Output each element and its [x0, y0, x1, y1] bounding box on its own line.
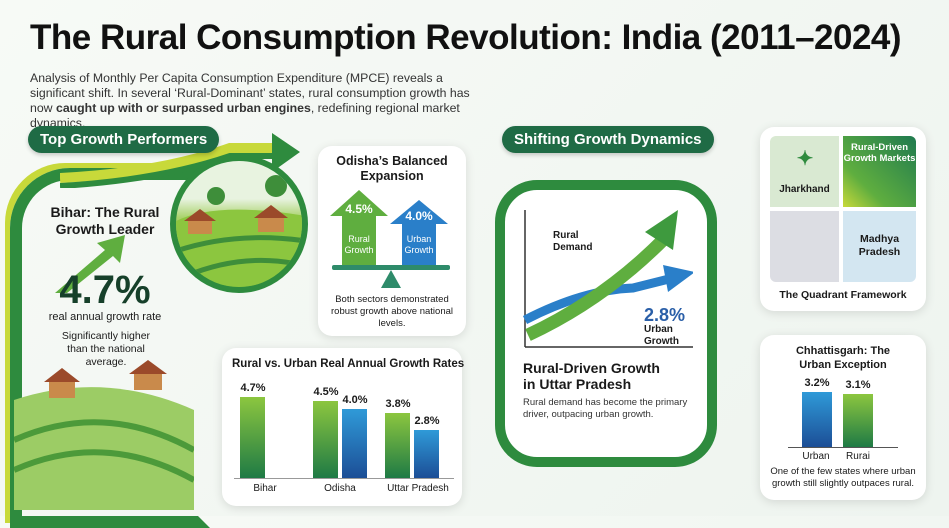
category-label-rural: Rurai: [846, 451, 870, 462]
chhattisgarh-note: One of the few states where urban growth…: [770, 466, 916, 489]
quadrant-jharkhand: ✦ Jharkhand: [770, 136, 839, 207]
odisha-urban-value: 4.0%: [405, 209, 433, 223]
odisha-card: Odisha’s Balanced Expansion 4.5% Rural G…: [318, 146, 466, 336]
odisha-note: Both sectors demonstrated robust growth …: [331, 294, 453, 329]
landscape-illustration: [170, 155, 308, 293]
bar-rural-uttar-pradesh: [385, 412, 410, 478]
category-label-odisha: Odisha: [324, 483, 356, 494]
category-label-uttar-pradesh: Uttar Pradesh: [387, 483, 449, 494]
madhya-pradesh-label: Madhya Pradesh: [858, 233, 901, 258]
value-label: 3.2%: [804, 376, 830, 389]
top-growth-performers-label: Top Growth Performers: [28, 126, 220, 153]
subtitle-text: Analysis of Monthly Per Capita Consumpti…: [30, 71, 470, 115]
value-label: 3.8%: [385, 397, 411, 410]
value-label: 4.7%: [240, 382, 266, 395]
subtitle: Analysis of Monthly Per Capita Consumpti…: [30, 71, 490, 131]
subtitle-highlight: caught up with or surpassed urban engine…: [55, 101, 311, 115]
bar-urban: [802, 391, 832, 447]
bihar-note: Significantly higher than the national a…: [61, 330, 151, 368]
pinwheel-icon: ✦: [796, 148, 814, 170]
value-label: 4.0%: [342, 394, 368, 407]
page-title: The Rural Consumption Revolution: India …: [30, 18, 902, 57]
odisha-rural-label: Rural Growth: [344, 234, 374, 255]
jharkhand-label: Jharkhand: [779, 184, 830, 195]
bar-urban-odisha: [342, 409, 367, 478]
chhattisgarh-card: Chhattisgarh: The Urban Exception 3.2% 3.…: [760, 335, 926, 500]
category-label-urban: Urban: [802, 451, 830, 462]
rural-demand-label: Rural Demand: [553, 230, 593, 253]
growth-arrow-icon: [55, 235, 125, 293]
chart-title: Rural vs. Urban Real Annual Growth Rates: [232, 358, 465, 370]
up-note: Rural demand has become the primary driv…: [523, 397, 688, 420]
chart-axis-line: [234, 478, 454, 479]
bar-rural-odisha: [313, 400, 338, 478]
quadrant-madhya-pradesh: Madhya Pradesh: [843, 211, 916, 282]
bar-rurai: [843, 393, 873, 447]
up-urban-value: 2.8%: [644, 305, 686, 325]
value-label: 3.1%: [845, 378, 871, 391]
odisha-urban-label: Urban Growth: [404, 234, 434, 255]
rural-vs-urban-arrows-illustration: [523, 210, 693, 348]
bar-urban-uttar-pradesh: [414, 429, 439, 478]
up-title: Rural-Driven Growth in Uttar Pradesh: [523, 360, 660, 392]
odisha-rural-value: 4.5%: [345, 202, 373, 216]
bar-rural-bihar: [240, 397, 265, 478]
category-label-bihar: Bihar: [253, 483, 277, 494]
balance-scale-base: [381, 270, 401, 288]
chhattisgarh-title: Chhattisgarh: The Urban Exception: [795, 345, 891, 371]
up-urban-label: Urban Growth: [644, 324, 679, 347]
value-label: 4.5%: [313, 385, 339, 398]
village-fields-illustration: [14, 360, 194, 510]
bihar-title: Bihar: The Rural Growth Leader: [50, 204, 160, 237]
odisha-title: Odisha’s Balanced Expansion: [336, 154, 448, 183]
rural-up-arrow-icon: [330, 190, 388, 265]
bihar-caption: real annual growth rate: [48, 311, 162, 323]
balance-scale-icon: [332, 265, 450, 270]
urban-up-arrow-icon: [390, 200, 448, 265]
shifting-growth-dynamics-label: Shifting Growth Dynamics: [502, 126, 714, 153]
chhattisgarh-axis-line: [788, 447, 898, 448]
growth-rates-chart-card: Rural vs. Urban Real Annual Growth Rates…: [222, 348, 465, 506]
quadrant-rural-driven: Rural-Driven Growth Markets: [843, 136, 916, 207]
quadrant-caption: The Quadrant Framework: [779, 289, 907, 301]
rural-driven-label: Rural-Driven Growth Markets: [843, 142, 916, 164]
uttar-pradesh-card: Rural Demand 2.8% Urban Growth Rural-Dri…: [495, 180, 717, 467]
value-label: 2.8%: [414, 414, 440, 427]
quadrant-empty: [770, 211, 839, 282]
quadrant-framework-card: ✦ Jharkhand Rural-Driven Growth Markets …: [760, 127, 926, 311]
bihar-value: 4.7%: [59, 268, 151, 312]
